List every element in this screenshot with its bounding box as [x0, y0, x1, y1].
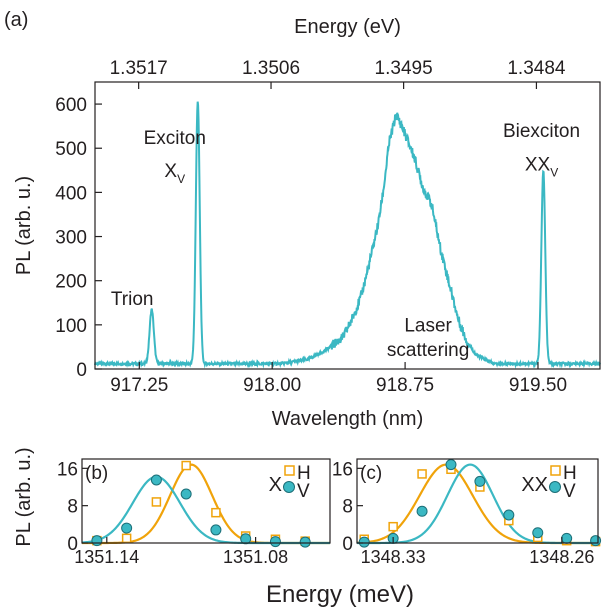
plot-frame-a [94, 81, 601, 370]
y-tick-label-c: 8 [342, 497, 353, 518]
y-tick-label-a: 300 [55, 228, 87, 249]
data-point-h [151, 497, 162, 507]
data-point-v [416, 505, 428, 517]
y-tick-label-c: 0 [342, 534, 353, 555]
top-tick-label-a: 1.3484 [507, 58, 566, 79]
legend-marker-v [549, 481, 561, 493]
x-tick-label-b: 1351.08 [223, 547, 288, 567]
data-point-v [240, 533, 252, 545]
legend-label-v: V [297, 481, 310, 502]
data-point-h [211, 507, 221, 518]
legend-title-c: XX [521, 474, 548, 496]
legend-label-v: V [563, 481, 576, 502]
data-point-v [180, 488, 192, 500]
panel-label-a: (a) [4, 9, 28, 31]
data-point-v [358, 536, 370, 548]
panel-b: 1351.14 1351.08 0 8 16 (b) PL (arb. u.) XHV [13, 447, 331, 567]
y-tick-label-b: 0 [67, 534, 78, 555]
data-point-h [121, 533, 132, 544]
y-tick-label-a: 400 [55, 183, 87, 204]
annotation-label: XV [164, 161, 185, 186]
annotation-label: Laser [404, 315, 452, 336]
x-tick-label-c: 1348.26 [529, 547, 594, 567]
x-tick-label-c: 1348.33 [361, 547, 426, 567]
fit-curve-h [82, 463, 330, 545]
y-axis-label-b: PL (arb. u.) [13, 447, 35, 546]
top-tick-label-a: 1.3495 [375, 58, 433, 79]
data-point-v [121, 522, 133, 534]
data-point-v [445, 459, 457, 471]
panel-label-b: (b) [85, 463, 108, 484]
panel-a: (a) 917.25 918.00 918.75 919.50 1.3517 1.3506 1… [4, 9, 601, 430]
data-point-v [503, 509, 515, 521]
y-tick-label-c: 16 [332, 459, 353, 480]
x-tick-label-b: 1351.14 [74, 547, 139, 567]
panel-label-c: (c) [360, 463, 382, 484]
pl-spectrum-line [94, 101, 601, 369]
y-tick-label-b: 8 [67, 497, 78, 518]
top-tick-label-a: 1.3506 [242, 58, 300, 79]
y-tick-label-a: 500 [55, 139, 87, 160]
data-point-v [590, 535, 602, 547]
annotation-label: scattering [387, 340, 469, 361]
legend-marker-h [550, 465, 561, 476]
y-axis-label-a: PL (arb. u.) [13, 176, 35, 275]
annotation-label: Trion [111, 289, 154, 310]
x-tick-label-a: 918.00 [243, 375, 301, 396]
x-tick-label-a: 919.50 [509, 375, 567, 396]
top-tick-label-a: 1.3517 [110, 58, 168, 79]
data-point-v [474, 475, 486, 487]
data-point-h [181, 460, 191, 471]
legend-label-h: H [297, 463, 311, 484]
x-axis-label-a: Wavelength (nm) [272, 408, 424, 430]
legend-title-b: X [269, 474, 282, 496]
x-tick-label-a: 917.25 [110, 375, 168, 396]
plot-frame-b [81, 458, 331, 544]
x-tick-label-a: 918.75 [376, 375, 434, 396]
shared-energy-axis-label: Energy (meV) [266, 581, 414, 608]
data-point-v [299, 536, 311, 548]
data-point-v [269, 536, 281, 548]
plot-frame-c [356, 458, 599, 544]
legend-marker-h [284, 465, 295, 476]
top-axis-label: Energy (eV) [294, 16, 401, 38]
y-tick-label-a: 100 [55, 316, 87, 337]
data-point-v [561, 532, 573, 544]
y-tick-label-a: 600 [55, 95, 87, 116]
legend-label-h: H [563, 463, 577, 484]
y-tick-label-b: 16 [57, 459, 78, 480]
y-tick-label-a: 200 [55, 272, 87, 293]
data-point-h [388, 521, 398, 532]
panel-c: 1348.33 1348.26 0 8 16 (c) XX HV [332, 458, 602, 567]
annotation-label: Biexciton [503, 121, 580, 142]
data-point-h [417, 469, 427, 479]
y-tick-label-a: 0 [76, 360, 87, 381]
data-point-v [532, 527, 544, 539]
shared-labels: Energy (meV) [266, 581, 414, 608]
annotation-label: XXV [525, 154, 558, 179]
data-point-v [150, 474, 162, 486]
data-point-v [91, 535, 103, 547]
annotation-label: Exciton [144, 128, 206, 149]
data-point-v [210, 524, 222, 536]
legend-marker-v [283, 481, 295, 493]
